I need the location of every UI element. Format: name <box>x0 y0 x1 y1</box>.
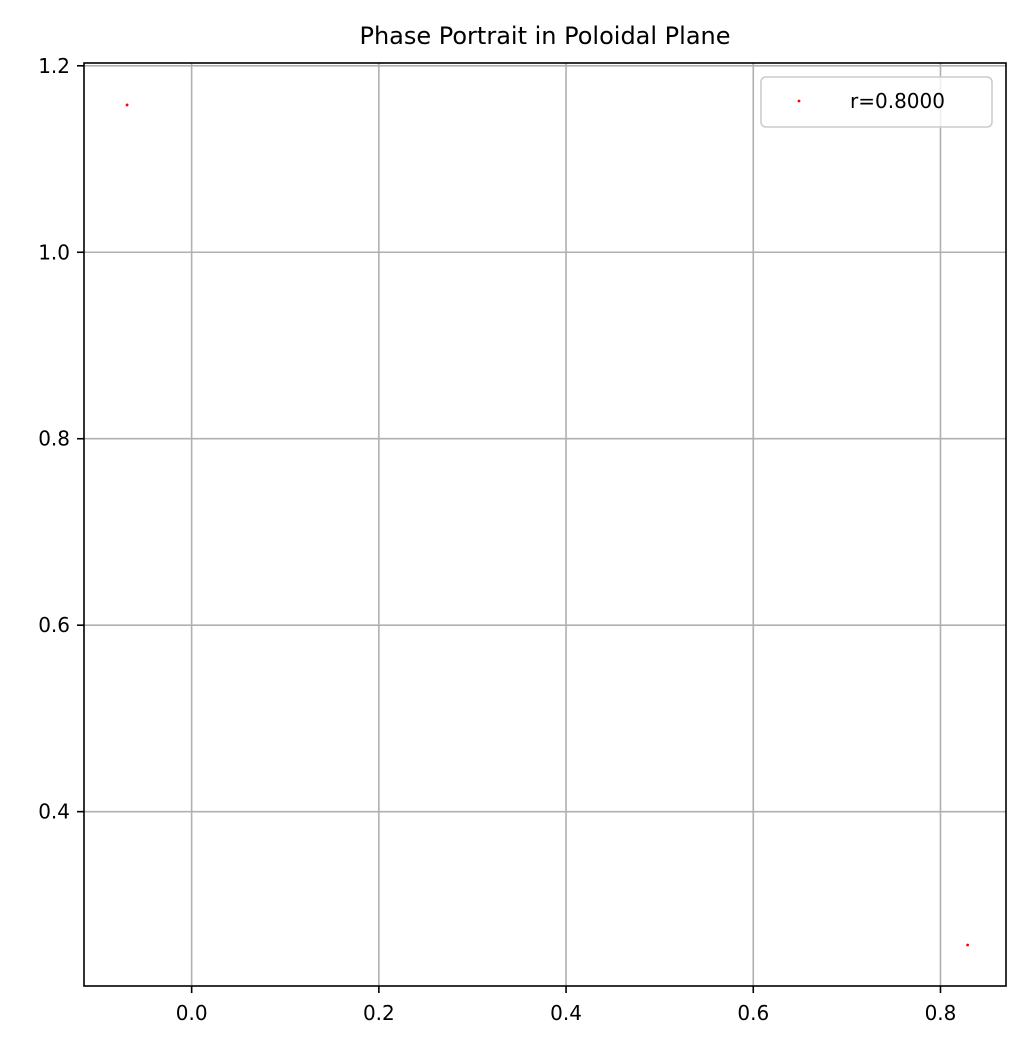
x-tick-label: 0.0 <box>176 1001 208 1025</box>
plot-frame <box>83 62 1007 987</box>
scatter-points <box>125 103 970 947</box>
y-tick-label: 1.0 <box>38 240 70 264</box>
legend-marker <box>797 99 801 103</box>
legend-box <box>760 76 993 128</box>
x-tick-label: 0.8 <box>925 1001 957 1025</box>
chart-title: Phase Portrait in Poloidal Plane <box>359 22 730 50</box>
data-point <box>966 943 970 947</box>
axis-ticks: 0.0 0.2 0.4 0.6 0.8 0.4 0.6 0.8 1.0 1.2 <box>38 54 956 1025</box>
y-tick-label: 0.8 <box>38 427 70 451</box>
data-point <box>125 103 129 107</box>
x-tick-label: 0.6 <box>737 1001 769 1025</box>
x-tick-label: 0.4 <box>550 1001 582 1025</box>
grid <box>84 63 1006 986</box>
y-tick-label: 1.2 <box>38 54 70 78</box>
x-tick-label: 0.2 <box>363 1001 395 1025</box>
y-tick-label: 0.4 <box>38 800 70 824</box>
legend: r=0.8000 <box>760 76 993 128</box>
y-tick-label: 0.6 <box>38 613 70 637</box>
legend-label: r=0.8000 <box>850 89 945 113</box>
